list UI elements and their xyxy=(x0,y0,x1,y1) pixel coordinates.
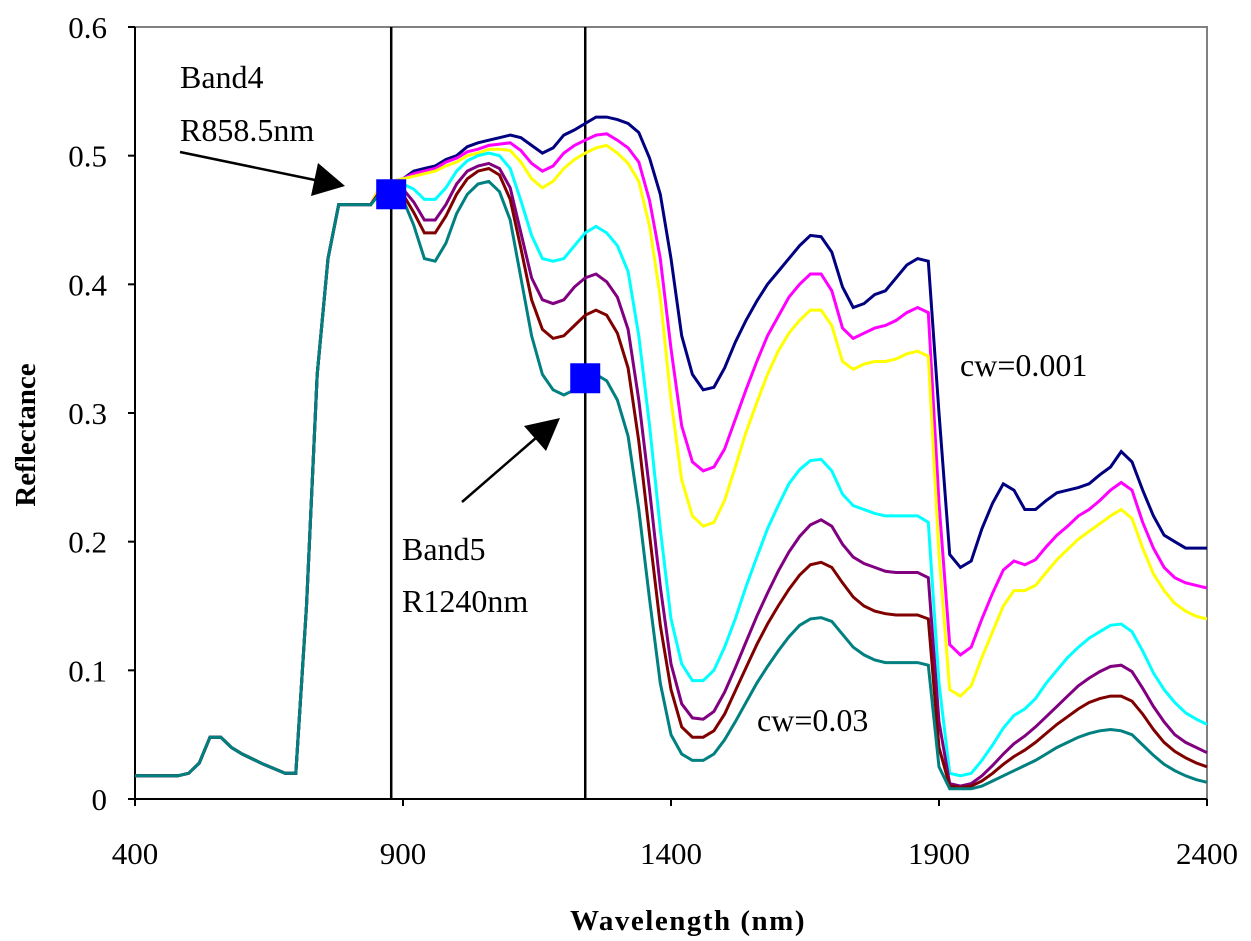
y-tick-label: 0 xyxy=(92,782,108,817)
y-tick-label: 0.3 xyxy=(68,396,107,431)
band4-annotation-line1: Band4 xyxy=(180,59,264,95)
y-axis-title: Reflectance xyxy=(10,363,42,506)
x-tick-label: 1400 xyxy=(640,836,702,871)
band5-marker xyxy=(570,363,601,394)
x-tick-label: 2400 xyxy=(1176,836,1238,871)
x-axis-title: Wavelength (nm) xyxy=(570,905,806,937)
plot-layer: 0 0.1 0.2 0.3 0.4 0.5 0.6 400 900 1400 1900 2400 xyxy=(68,10,1238,871)
band5-arrow xyxy=(461,418,560,503)
band4-marker xyxy=(376,179,407,210)
band4-annotation-line2: R858.5nm xyxy=(180,112,314,148)
y-tick-label: 0.4 xyxy=(68,267,107,302)
series-line-1 xyxy=(135,115,1207,778)
cw-high-annotation: cw=0.001 xyxy=(960,347,1087,383)
band5-annotation-line1: Band5 xyxy=(402,531,486,567)
y-tick-label: 0.5 xyxy=(68,139,107,174)
series-line-7 xyxy=(135,179,1208,791)
series-line-2 xyxy=(135,132,1208,778)
cw-low-annotation: cw=0.03 xyxy=(757,702,868,738)
x-tick-label: 900 xyxy=(380,836,427,871)
band5-annotation-line2: R1240nm xyxy=(402,583,528,619)
y-tick-label: 0.6 xyxy=(68,10,107,45)
x-tick-label: 400 xyxy=(112,836,159,871)
y-tick-label: 0.2 xyxy=(68,525,107,560)
x-tick-label: 1900 xyxy=(908,836,970,871)
band4-arrow xyxy=(179,150,345,196)
y-tick-label: 0.1 xyxy=(68,653,107,688)
